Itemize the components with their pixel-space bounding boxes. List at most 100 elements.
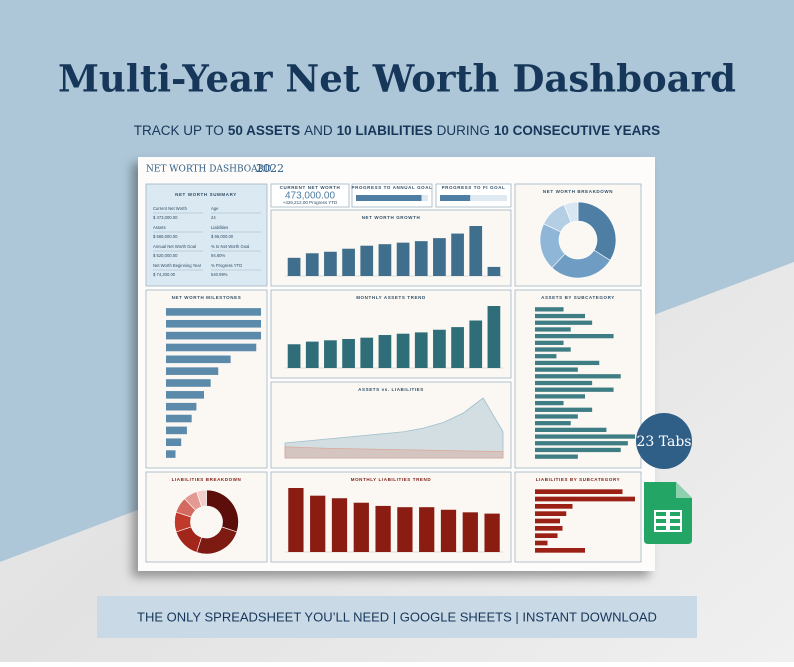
bar — [397, 507, 413, 552]
bar — [535, 320, 593, 325]
bar — [535, 421, 571, 426]
subtitle: TRACK UP TO 50 ASSETS AND 10 LIABILITIES DUR… — [134, 123, 660, 138]
area — [284, 446, 504, 459]
subtitle-part: 10 CONSECUTIVE YEARS — [494, 123, 660, 138]
bar — [360, 337, 374, 368]
summary-label: % to Net Worth Goal — [211, 244, 249, 249]
subtitle-part: 10 LIABILITIES — [337, 123, 433, 138]
bar — [535, 327, 571, 332]
bar — [396, 242, 410, 276]
bar — [166, 319, 261, 328]
bar — [535, 441, 628, 446]
panel-title: PROGRESS TO FI GOAL — [442, 185, 506, 190]
bar — [535, 533, 558, 539]
bar — [535, 374, 621, 379]
bar — [535, 496, 635, 502]
bar — [360, 245, 374, 276]
bar — [353, 502, 369, 552]
icon-cell — [670, 519, 680, 523]
bar — [535, 414, 578, 419]
bar — [166, 426, 187, 435]
bar — [462, 512, 478, 552]
bar — [535, 503, 573, 509]
panel-title: LIABILITIES BREAKDOWN — [172, 477, 242, 482]
sheets-icon — [644, 482, 692, 544]
panel-title: NET WORTH BREAKDOWN — [543, 189, 613, 194]
main-title: Multi-Year Net Worth Dashboard — [58, 57, 736, 101]
dashboard-title: NET WORTH DASHBOARD — [146, 165, 272, 175]
summary-label: Annual Net Worth Goal — [153, 244, 196, 249]
bar — [166, 308, 261, 316]
summary-label: Current Net Worth — [153, 206, 188, 211]
dashboard: NET WORTH SUMMARY Current Net Worth $ 473,… — [145, 183, 642, 563]
bar — [451, 327, 464, 368]
panel-title: ASSETS BY SUBCATEGORY — [541, 295, 615, 300]
bar — [535, 307, 564, 312]
bar — [414, 332, 428, 368]
bar — [419, 507, 435, 552]
subtitle-part: 50 ASSETS — [228, 123, 300, 138]
bar — [305, 341, 319, 368]
bar — [535, 454, 578, 459]
bar — [166, 391, 204, 399]
donut-slice — [563, 201, 579, 223]
summary-value: $ 520,000.00 — [153, 253, 178, 258]
bar — [287, 344, 301, 368]
progress-bar — [356, 195, 422, 201]
bar — [469, 226, 483, 276]
bar — [324, 340, 337, 368]
area — [284, 397, 504, 459]
panel-title: MONTHLY LIABILITIES TREND — [351, 477, 432, 482]
bar — [324, 251, 337, 276]
summary-label: Assets — [153, 225, 166, 230]
summary-value: $ 74,200.00 — [153, 272, 176, 277]
bar — [535, 447, 621, 453]
bar — [535, 489, 623, 495]
panel — [145, 183, 268, 287]
bar — [310, 495, 326, 552]
bar — [535, 354, 557, 359]
bar — [342, 338, 355, 368]
dashboard-year: 2022 — [256, 162, 284, 175]
bar — [535, 407, 593, 412]
panel — [514, 471, 642, 563]
panel — [270, 183, 350, 208]
icon-cell — [656, 526, 666, 530]
panel-title: NET WORTH SUMMARY — [175, 192, 237, 197]
bar — [414, 241, 428, 276]
card-note: +426,212.00 Progress YTD — [283, 200, 338, 205]
panel-title: LIABILITIES BY SUBCATEGORY — [536, 477, 621, 482]
bar — [378, 335, 392, 368]
bar — [166, 343, 257, 352]
bar — [166, 331, 261, 340]
bar — [166, 438, 182, 447]
bar — [287, 257, 301, 276]
subtitle-part: DURING — [437, 123, 490, 138]
summary-label: Liabilities — [211, 225, 228, 230]
bar — [535, 400, 564, 406]
bar — [378, 244, 392, 276]
bar — [288, 488, 304, 552]
bar — [535, 547, 585, 553]
bar — [331, 498, 348, 552]
progress-bar — [440, 195, 471, 201]
subtitle-part: AND — [304, 123, 333, 138]
bar — [487, 306, 501, 368]
donut-slice — [196, 489, 207, 508]
bar — [433, 238, 446, 276]
panel-title: NET WORTH MILESTONES — [172, 295, 242, 300]
bar — [166, 402, 197, 411]
footer-text: THE ONLY SPREADSHEET YOU’LL NEED | GOOGL… — [137, 609, 657, 624]
bar — [535, 525, 563, 531]
panel-title: ASSETS vs. LIABILITIES — [358, 387, 424, 392]
bar — [535, 540, 548, 546]
bar — [535, 347, 571, 352]
icon-cell — [670, 526, 680, 530]
bar — [451, 233, 464, 276]
badge-text: 23 Tabs — [636, 434, 691, 450]
bar — [535, 367, 578, 372]
bar — [166, 355, 231, 364]
summary-value: $ 473,000.00 — [153, 215, 178, 220]
summary-label: Net Worth Beginning Year — [153, 263, 202, 268]
